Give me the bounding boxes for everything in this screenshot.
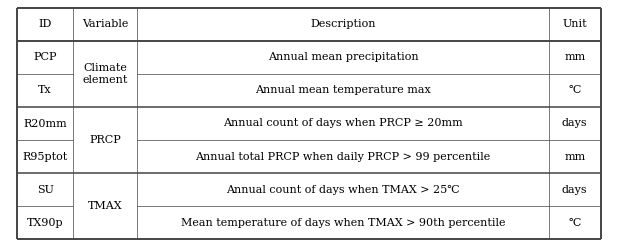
Text: ID: ID: [38, 20, 52, 29]
Text: ℃: ℃: [569, 85, 581, 96]
Text: mm: mm: [564, 151, 585, 162]
Text: Annual total PRCP when daily PRCP > 99 percentile: Annual total PRCP when daily PRCP > 99 p…: [195, 151, 491, 162]
Text: Tx: Tx: [38, 85, 52, 96]
Text: SU: SU: [36, 185, 54, 195]
Text: days: days: [562, 119, 588, 128]
Text: Annual count of days when PRCP ≥ 20mm: Annual count of days when PRCP ≥ 20mm: [223, 119, 463, 128]
Text: Annual mean temperature max: Annual mean temperature max: [255, 85, 431, 96]
Text: Description: Description: [310, 20, 376, 29]
Text: mm: mm: [564, 52, 585, 62]
Text: Unit: Unit: [562, 20, 587, 29]
Text: R20mm: R20mm: [23, 119, 67, 128]
Text: days: days: [562, 185, 588, 195]
Text: ℃: ℃: [569, 218, 581, 227]
Text: R95ptot: R95ptot: [22, 151, 68, 162]
Text: PRCP: PRCP: [89, 135, 121, 145]
Text: Variable: Variable: [82, 20, 129, 29]
Text: Annual count of days when TMAX > 25℃: Annual count of days when TMAX > 25℃: [226, 185, 460, 195]
Text: Climate
element: Climate element: [82, 63, 128, 85]
Text: TMAX: TMAX: [88, 201, 122, 211]
Text: Mean temperature of days when TMAX > 90th percentile: Mean temperature of days when TMAX > 90t…: [180, 218, 506, 227]
Text: Annual mean precipitation: Annual mean precipitation: [268, 52, 418, 62]
Text: PCP: PCP: [33, 52, 57, 62]
Text: TX90p: TX90p: [27, 218, 64, 227]
